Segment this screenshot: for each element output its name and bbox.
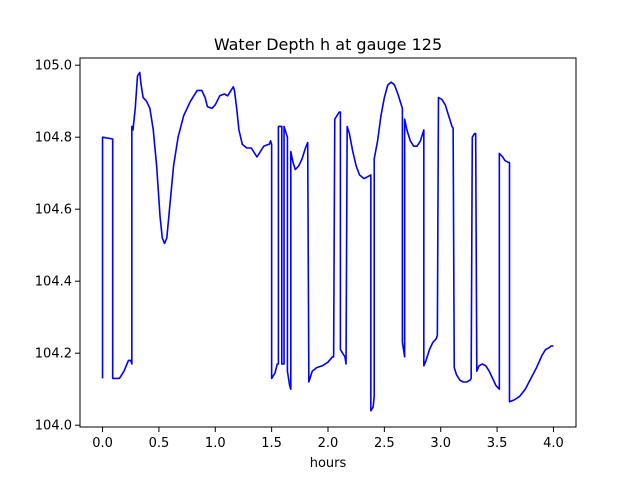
x-tick-label: 2.5 [374, 436, 395, 451]
x-tick-label: 0.5 [149, 436, 170, 451]
x-axis-label: hours [310, 456, 347, 471]
x-tick-label: 1.5 [261, 436, 282, 451]
chart-title: Water Depth h at gauge 125 [214, 35, 442, 54]
x-tick-label: 3.0 [430, 436, 451, 451]
plot-area: 0.0 0.5 1.0 1.5 2.0 2.5 3.0 3.5 4.0 104.0104.210… [35, 57, 577, 451]
axes-frame [79, 57, 577, 428]
y-tick-label: 104.2 [35, 347, 72, 362]
x-axis-ticks: 0.0 0.5 1.0 1.5 2.0 2.5 3.0 3.5 4.0 [92, 427, 564, 451]
y-axis-ticks: 104.0 104.2 104.4 104.6 104.8 105.0 [35, 59, 80, 434]
y-tick-label: 104.4 [35, 275, 72, 290]
x-tick-label: 0.0 [92, 436, 113, 451]
y-tick-label: 104.8 [35, 131, 72, 146]
series-line [101, 71, 554, 412]
y-tick-label: 105.0 [35, 59, 72, 74]
x-tick-label: 4.0 [543, 436, 564, 451]
x-tick-label: 1.0 [205, 436, 226, 451]
y-tick-label: 104.0 [35, 419, 72, 434]
y-tick-label: 104.6 [35, 203, 72, 218]
x-tick-label: 2.0 [318, 436, 339, 451]
x-tick-label: 3.5 [487, 436, 508, 451]
